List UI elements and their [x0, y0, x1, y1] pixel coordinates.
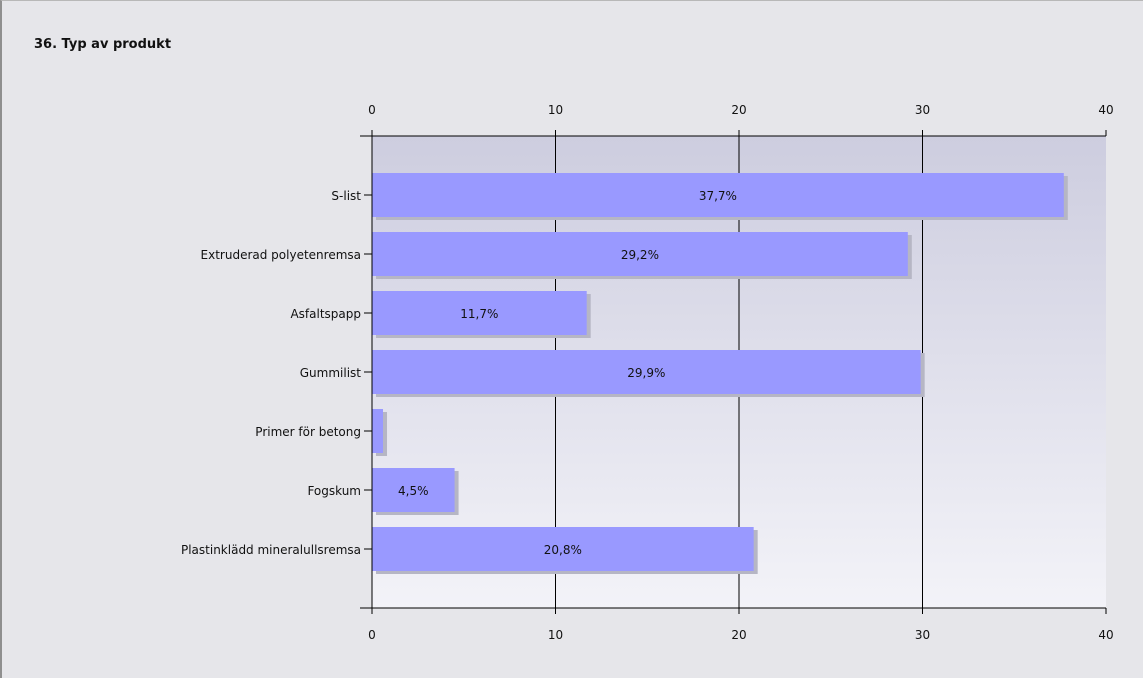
- x-tick-label-bottom: 0: [368, 628, 376, 642]
- bar-data-label: 29,2%: [621, 248, 659, 262]
- category-label: S-list: [331, 189, 361, 203]
- bar-data-label: 29,9%: [627, 366, 665, 380]
- category-label: Asfaltspapp: [290, 307, 361, 321]
- category-label: Gummilist: [300, 366, 362, 380]
- question-title: 36. Typ av produkt: [34, 37, 172, 52]
- category-label: Fogskum: [307, 484, 361, 498]
- x-tick-label-bottom: 30: [915, 628, 930, 642]
- bar: [372, 350, 921, 394]
- bar-data-label: 4,5%: [398, 484, 429, 498]
- x-tick-label-top: 20: [731, 103, 746, 117]
- x-tick-label-top: 10: [548, 103, 563, 117]
- x-tick-label-bottom: 10: [548, 628, 563, 642]
- category-label: Plastinklädd mineralullsremsa: [181, 543, 361, 557]
- bar: [372, 527, 754, 571]
- bar: [372, 173, 1064, 217]
- bar-data-label: 20,8%: [544, 543, 582, 557]
- bar: [372, 409, 384, 453]
- bar: [372, 232, 908, 276]
- x-tick-label-top: 30: [915, 103, 930, 117]
- bar-data-label: 11,7%: [460, 307, 498, 321]
- x-tick-label-bottom: 40: [1098, 628, 1113, 642]
- x-tick-label-top: 40: [1098, 103, 1113, 117]
- bar-data-label: 37,7%: [699, 189, 737, 203]
- x-tick-label-bottom: 20: [731, 628, 746, 642]
- bar: [372, 468, 455, 512]
- x-tick-label-top: 0: [368, 103, 376, 117]
- category-label: Primer för betong: [255, 425, 361, 439]
- category-label: Extruderad polyetenremsa: [201, 248, 361, 262]
- bar: [372, 291, 587, 335]
